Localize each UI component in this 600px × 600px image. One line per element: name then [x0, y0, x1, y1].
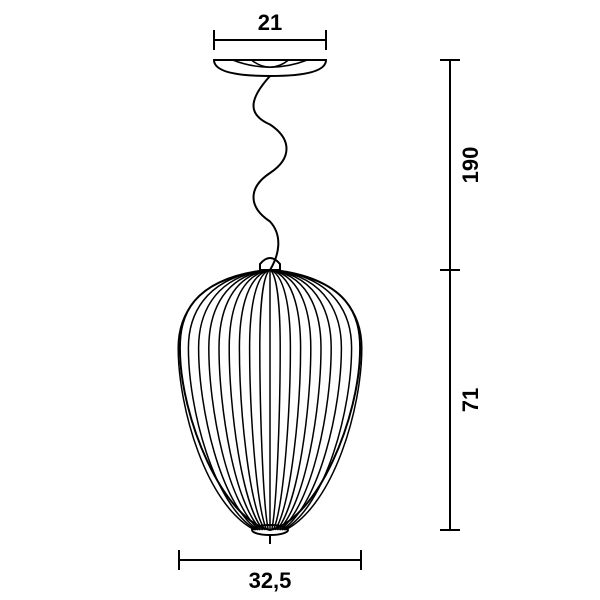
dim-label-body-height: 71: [458, 388, 483, 412]
body-spoke: [188, 270, 265, 530]
canopy-outline: [214, 60, 326, 76]
dim-label-canopy-width: 21: [258, 10, 282, 35]
body-spoke: [275, 270, 352, 530]
body-spoke: [260, 270, 270, 530]
canopy-rib: [233, 60, 308, 67]
dim-label-cable-length: 190: [458, 147, 483, 184]
dim-label-body-width: 32,5: [249, 568, 292, 593]
suspension-cable: [254, 76, 287, 270]
body-spoke: [271, 270, 281, 530]
body-spoke: [274, 270, 341, 530]
pendant-lamp-diagram: 21 32,5 190 71: [0, 0, 600, 600]
body-spoke: [199, 270, 266, 530]
